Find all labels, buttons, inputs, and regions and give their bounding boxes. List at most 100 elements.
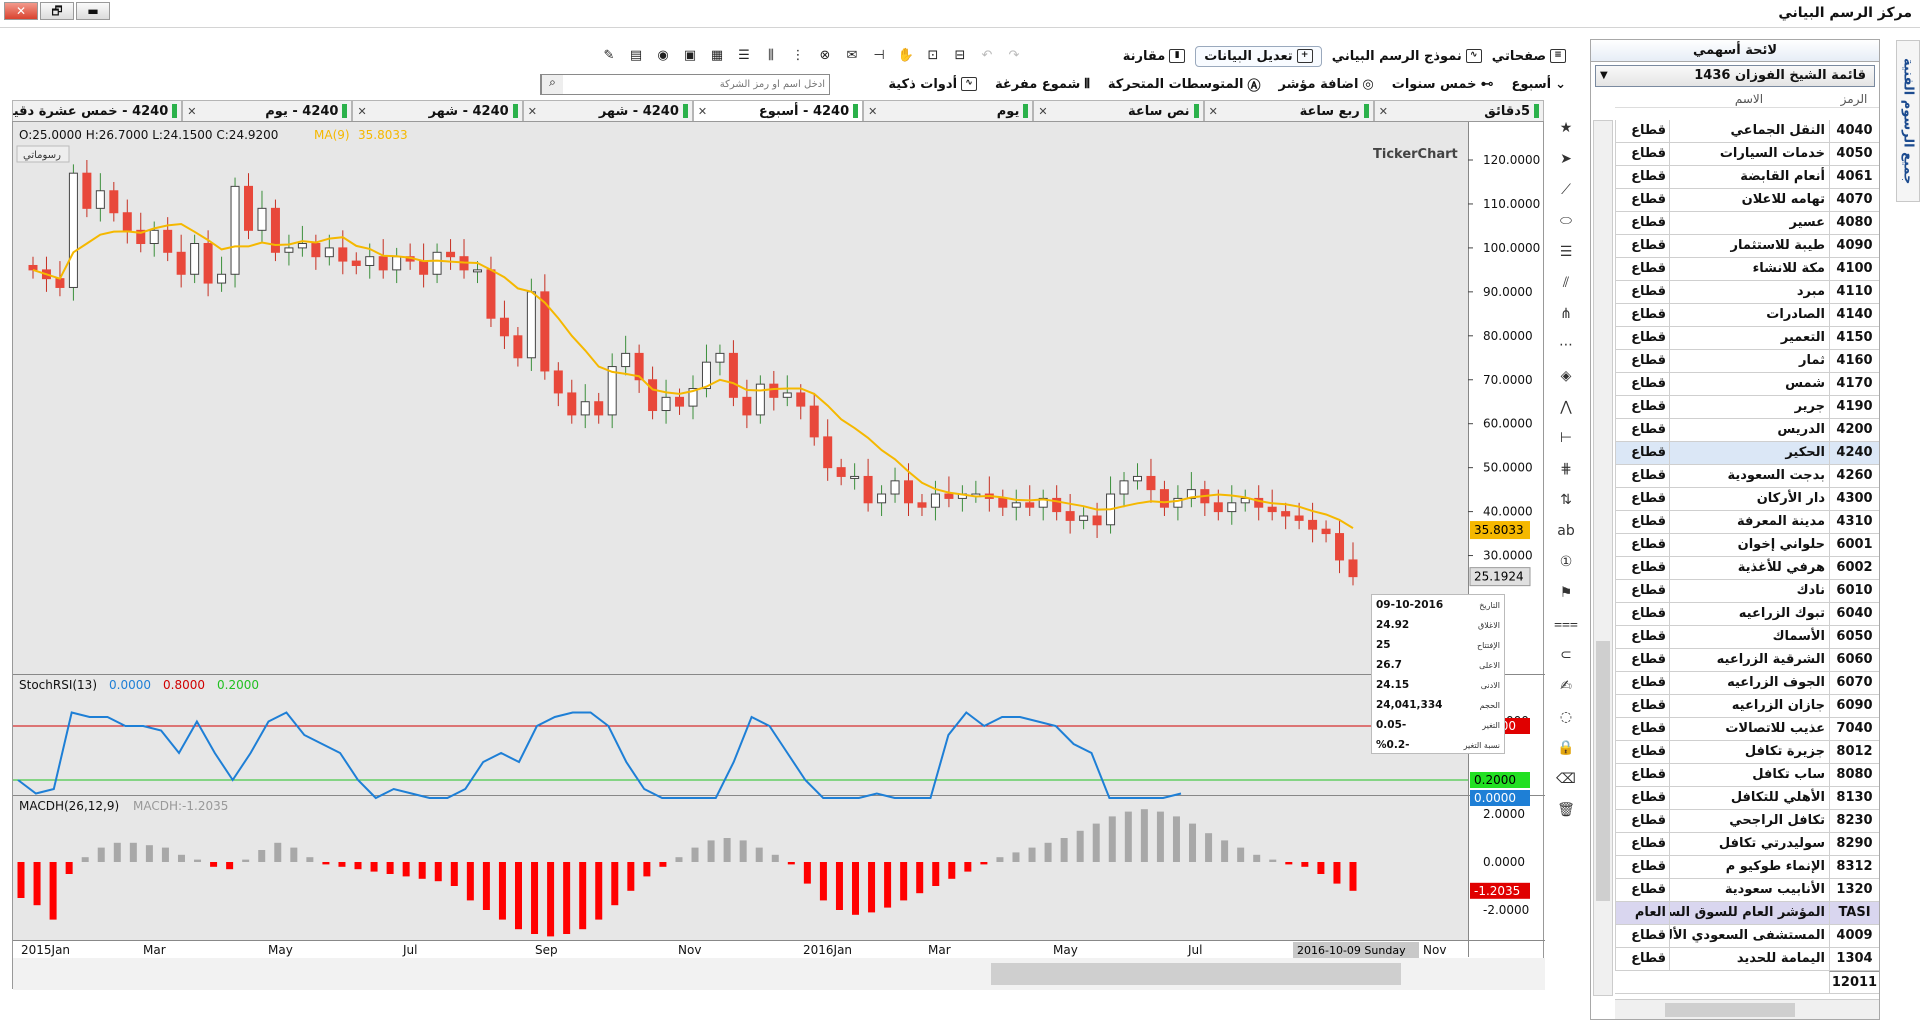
- eraser-icon[interactable]: ⌫: [1556, 771, 1576, 787]
- tab-close-icon[interactable]: ✕: [357, 104, 367, 118]
- table-row[interactable]: 4050 خدمات السيارات قطاع: [1615, 143, 1879, 166]
- table-row[interactable]: 4140 الصادرات قطاع: [1615, 304, 1879, 327]
- zigzag-icon[interactable]: ⋀: [1560, 399, 1572, 415]
- table-row[interactable]: 4110 مبرد قطاع: [1615, 281, 1879, 304]
- table-row[interactable]: 8312 الإنماء طوكيو م قطاع: [1615, 856, 1879, 879]
- brush-icon[interactable]: ✍: [1560, 678, 1572, 694]
- template-icon[interactable]: ▤: [629, 47, 643, 63]
- levels-tool-icon[interactable]: ⩶: [1554, 616, 1578, 632]
- ruler-icon[interactable]: ⊣: [873, 47, 885, 63]
- table-row[interactable]: 1320 الأنابيب سعودية قطاع: [1615, 879, 1879, 902]
- hand-icon[interactable]: ✋: [897, 47, 915, 63]
- tab-7[interactable]: 4240 - يوم ✕: [182, 100, 353, 121]
- table-row[interactable]: 4150 التعمير قطاع: [1615, 327, 1879, 350]
- tab-close-icon[interactable]: ✕: [868, 104, 878, 118]
- fibonacci-icon[interactable]: ☰: [1559, 244, 1573, 260]
- text-icon[interactable]: ab: [1557, 523, 1575, 539]
- all-technical-charts-tab[interactable]: جميع الرسوم الفنية: [1896, 40, 1920, 202]
- tab-5[interactable]: 4240 - شهر ✕: [522, 100, 693, 121]
- table-row[interactable]: 8080 ساب تكافل قطاع: [1615, 764, 1879, 787]
- tab-close-icon[interactable]: ✕: [187, 104, 197, 118]
- table-row[interactable]: TASI المؤشر العام للسوق السعو العام: [1615, 902, 1879, 925]
- company-search-input[interactable]: [563, 75, 829, 94]
- table-row[interactable]: 6040 تبوك الزراعيه قطاع: [1615, 603, 1879, 626]
- picture-icon[interactable]: ▣: [683, 47, 697, 63]
- tab-8[interactable]: 4240 - خمس عشرة دقيقة✕: [12, 100, 183, 121]
- vertical-scrollbar[interactable]: [1593, 120, 1613, 996]
- shapes-icon[interactable]: ◈: [1560, 368, 1572, 384]
- table-row[interactable]: 6090 جازان الزراعيه قطاع: [1615, 695, 1879, 718]
- trash-icon[interactable]: 🗑: [1557, 802, 1575, 818]
- redo-icon[interactable]: ↷: [1008, 47, 1020, 63]
- table-icon[interactable]: ▦: [710, 47, 724, 63]
- tab-0[interactable]: 5دقائق ✕: [1373, 100, 1544, 121]
- column-name[interactable]: الاسم: [1734, 92, 1764, 106]
- table-row[interactable]: 4240 الحكير قطاع: [1615, 442, 1879, 465]
- scroll-thumb[interactable]: [1596, 641, 1610, 901]
- channel-icon[interactable]: ⫽: [1562, 275, 1570, 291]
- table-row[interactable]: 4080 عسير قطاع: [1615, 212, 1879, 235]
- tab-2[interactable]: نص ساعة ✕: [1033, 100, 1204, 121]
- table-row[interactable]: 4070 تهامه للاعلان قطاع: [1615, 189, 1879, 212]
- close-button[interactable]: ✕: [4, 2, 38, 20]
- tab-close-icon[interactable]: ✕: [1378, 104, 1388, 118]
- table-row[interactable]: 4061 أنعام القابضة قطاع: [1615, 166, 1879, 189]
- tab-3[interactable]: يوم ✕: [863, 100, 1034, 121]
- watchlist-select[interactable]: قائمة الشيخ الفوزان 1436 ▼: [1595, 65, 1875, 87]
- edit-data-button[interactable]: + تعديل البيانات: [1195, 45, 1322, 67]
- restore-button[interactable]: 🗗: [40, 2, 74, 20]
- eye-icon[interactable]: ◌: [1559, 709, 1573, 725]
- horizontal-scrollbar[interactable]: [1615, 999, 1879, 1019]
- smart-tools-button[interactable]: ∿ أدوات ذكية: [888, 77, 978, 92]
- table-row[interactable]: 6002 هرفي للأغذية قطاع: [1615, 557, 1879, 580]
- scroll-thumb-horizontal[interactable]: [1665, 1003, 1795, 1017]
- chart-area[interactable]: 120.0000 110.0000 100.0000 90.0000 80.0000 70…: [12, 121, 1545, 990]
- chart-canvas[interactable]: 120.0000 110.0000 100.0000 90.0000 80.0000 70…: [13, 122, 1545, 990]
- list-icon[interactable]: ☰: [738, 47, 750, 63]
- gann-icon[interactable]: ⋔: [1560, 306, 1572, 322]
- tab-1[interactable]: ربع ساعة ✕: [1203, 100, 1374, 121]
- tab-close-icon[interactable]: ✕: [697, 104, 708, 118]
- binoculars-icon[interactable]: ⊗: [819, 47, 831, 63]
- hollow-candles-button[interactable]: ⫴ شموع مفرغة: [995, 77, 1090, 92]
- table-row[interactable]: 6010 نادك قطاع: [1615, 580, 1879, 603]
- cursor-icon[interactable]: ➤: [1560, 151, 1572, 167]
- tab-close-icon[interactable]: ✕: [1208, 104, 1218, 118]
- arrows-icon[interactable]: ⇅: [1560, 492, 1572, 508]
- pitchfork-icon[interactable]: ⋕: [1560, 461, 1572, 477]
- pen-icon[interactable]: ✎: [603, 47, 615, 63]
- levels-icon[interactable]: ⋮: [791, 47, 805, 63]
- my-pages-button[interactable]: ≡ صفحاتي: [1492, 49, 1566, 64]
- table-row[interactable]: 6050 الأسماك قطاع: [1615, 626, 1879, 649]
- table-row[interactable]: 1304 اليمامة للحديد قطاع: [1615, 948, 1879, 971]
- compare-button[interactable]: ▮ مقارنة: [1123, 49, 1186, 64]
- table-row[interactable]: 7040 عذيب للاتصالات قطاع: [1615, 718, 1879, 741]
- table-row[interactable]: 4160 ثمار قطاع: [1615, 350, 1879, 373]
- period-week-button[interactable]: ⌄ أسبوع: [1512, 77, 1566, 92]
- table-row[interactable]: 4170 شمس قطاع: [1615, 373, 1879, 396]
- moving-averages-button[interactable]: Ⓐ المتوسطات المتحركة: [1108, 75, 1261, 94]
- table-row[interactable]: 4190 جرير قطاع: [1615, 396, 1879, 419]
- tab-4[interactable]: 4240 - أسبوع ✕: [692, 100, 864, 121]
- table-row[interactable]: 4200 الدريس قطاع: [1615, 419, 1879, 442]
- undo-icon[interactable]: ↶: [981, 47, 993, 63]
- range-five-years-button[interactable]: ⊶ خمس سنوات: [1392, 77, 1494, 92]
- table-row[interactable]: 4300 دار الأركان قطاع: [1615, 488, 1879, 511]
- add-indicator-button[interactable]: ◎ اضافة مؤشر: [1279, 77, 1374, 92]
- table-row[interactable]: 8290 سوليدرتي تكافل قطاع: [1615, 833, 1879, 856]
- magnet-icon[interactable]: ⊂: [1560, 647, 1572, 663]
- star-icon[interactable]: ★: [1559, 120, 1573, 136]
- table-row[interactable]: 8130 الأهلي للتكافل قطاع: [1615, 787, 1879, 810]
- column-code[interactable]: الرمز: [1840, 92, 1868, 106]
- tab-6[interactable]: 4240 - شهر ✕: [352, 100, 523, 121]
- table-row[interactable]: 4090 طيبة للاستثمار قطاع: [1615, 235, 1879, 258]
- table-row[interactable]: 4040 النقل الجماعي قطاع: [1615, 120, 1879, 143]
- table-row[interactable]: 4310 مدينة المعرفة قطاع: [1615, 511, 1879, 534]
- table-row[interactable]: 8012 جزيرة تكافل قطاع: [1615, 741, 1879, 764]
- number-icon[interactable]: ①: [1559, 554, 1573, 570]
- flag-icon[interactable]: ⚑: [1559, 585, 1573, 601]
- column-sector[interactable]: [1615, 90, 1669, 107]
- camera-icon[interactable]: ◉: [657, 47, 669, 63]
- table-row[interactable]: 4100 مكة للانشاء قطاع: [1615, 258, 1879, 281]
